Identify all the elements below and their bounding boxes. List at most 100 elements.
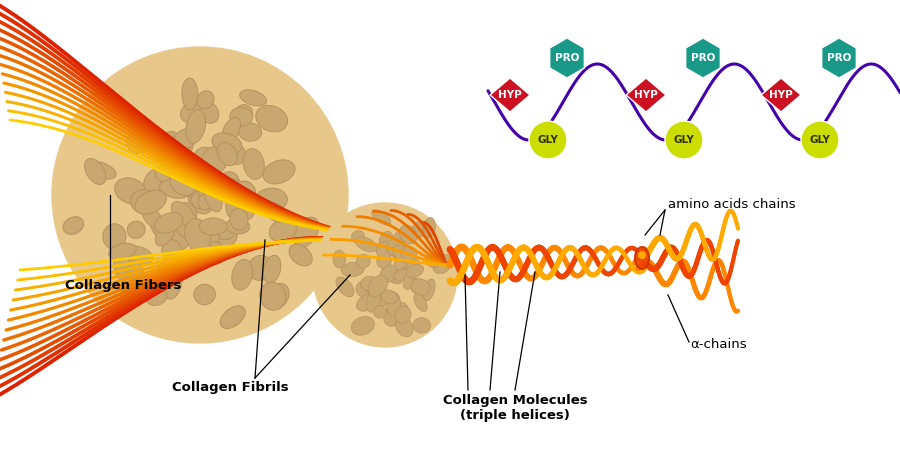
Ellipse shape	[184, 219, 211, 251]
Text: GLY: GLY	[810, 135, 831, 145]
Ellipse shape	[239, 90, 266, 106]
Ellipse shape	[166, 157, 195, 182]
Circle shape	[665, 121, 703, 159]
Ellipse shape	[243, 148, 265, 179]
Circle shape	[801, 121, 839, 159]
Ellipse shape	[180, 99, 212, 123]
Ellipse shape	[161, 131, 180, 152]
Ellipse shape	[198, 182, 221, 205]
Text: PRO: PRO	[827, 53, 851, 63]
Ellipse shape	[124, 275, 152, 297]
Ellipse shape	[362, 280, 379, 295]
Ellipse shape	[238, 123, 262, 141]
Ellipse shape	[256, 105, 288, 132]
Text: α-chains: α-chains	[690, 338, 747, 351]
Ellipse shape	[222, 117, 240, 143]
Ellipse shape	[379, 231, 392, 248]
Ellipse shape	[392, 228, 411, 244]
Ellipse shape	[156, 163, 178, 182]
Ellipse shape	[114, 178, 147, 204]
Circle shape	[638, 251, 646, 259]
Circle shape	[52, 47, 348, 343]
Ellipse shape	[266, 202, 286, 222]
Ellipse shape	[176, 256, 196, 277]
Ellipse shape	[403, 273, 414, 289]
Ellipse shape	[414, 293, 427, 311]
Ellipse shape	[103, 224, 126, 249]
Ellipse shape	[401, 246, 417, 261]
Ellipse shape	[423, 217, 436, 238]
Ellipse shape	[150, 217, 171, 241]
Ellipse shape	[214, 134, 233, 158]
Text: PRO: PRO	[691, 53, 716, 63]
Ellipse shape	[410, 278, 423, 293]
Ellipse shape	[146, 288, 167, 306]
Ellipse shape	[158, 258, 183, 283]
Ellipse shape	[156, 222, 175, 246]
Ellipse shape	[135, 190, 166, 214]
Ellipse shape	[383, 292, 400, 306]
Ellipse shape	[352, 230, 365, 243]
Ellipse shape	[397, 256, 419, 268]
Ellipse shape	[220, 306, 246, 328]
Ellipse shape	[188, 191, 212, 214]
Ellipse shape	[395, 317, 413, 337]
Polygon shape	[490, 78, 530, 112]
Ellipse shape	[266, 284, 289, 309]
Ellipse shape	[269, 219, 296, 242]
Ellipse shape	[355, 237, 377, 252]
Ellipse shape	[225, 219, 250, 234]
Ellipse shape	[387, 294, 400, 316]
Ellipse shape	[406, 265, 424, 277]
Ellipse shape	[412, 221, 431, 237]
Ellipse shape	[387, 238, 405, 256]
Ellipse shape	[368, 281, 382, 295]
Ellipse shape	[127, 130, 151, 153]
Ellipse shape	[191, 191, 211, 209]
Ellipse shape	[394, 251, 412, 263]
Ellipse shape	[388, 240, 405, 257]
Ellipse shape	[217, 142, 238, 166]
Ellipse shape	[356, 281, 372, 297]
Ellipse shape	[376, 242, 393, 259]
Ellipse shape	[232, 181, 256, 204]
Ellipse shape	[373, 293, 387, 307]
Ellipse shape	[426, 252, 441, 267]
Ellipse shape	[411, 279, 430, 295]
Ellipse shape	[289, 244, 312, 266]
Ellipse shape	[226, 190, 245, 219]
Ellipse shape	[177, 221, 201, 238]
Ellipse shape	[394, 249, 411, 270]
Ellipse shape	[115, 261, 143, 282]
Ellipse shape	[203, 181, 222, 212]
Ellipse shape	[217, 224, 235, 240]
Ellipse shape	[212, 133, 242, 154]
Ellipse shape	[263, 160, 295, 184]
Ellipse shape	[395, 302, 408, 315]
Ellipse shape	[215, 226, 237, 246]
Ellipse shape	[423, 279, 436, 301]
Ellipse shape	[144, 169, 166, 193]
Ellipse shape	[333, 250, 346, 268]
Text: GLY: GLY	[673, 135, 695, 145]
Ellipse shape	[372, 210, 391, 225]
Polygon shape	[761, 78, 801, 112]
Ellipse shape	[393, 269, 414, 281]
Ellipse shape	[226, 184, 249, 201]
Text: Collagen Fibrils: Collagen Fibrils	[172, 382, 288, 395]
Text: PRO: PRO	[554, 53, 580, 63]
Ellipse shape	[170, 172, 195, 196]
Polygon shape	[822, 38, 856, 78]
Ellipse shape	[120, 246, 152, 266]
Ellipse shape	[356, 254, 370, 268]
Ellipse shape	[183, 243, 212, 267]
Ellipse shape	[413, 318, 430, 333]
Ellipse shape	[182, 78, 198, 110]
Ellipse shape	[232, 259, 253, 290]
Ellipse shape	[395, 306, 411, 323]
Ellipse shape	[293, 217, 319, 247]
Ellipse shape	[381, 290, 398, 304]
Polygon shape	[626, 78, 666, 112]
Text: Collagen Molecules
(triple helices): Collagen Molecules (triple helices)	[443, 394, 588, 422]
Ellipse shape	[186, 110, 205, 143]
